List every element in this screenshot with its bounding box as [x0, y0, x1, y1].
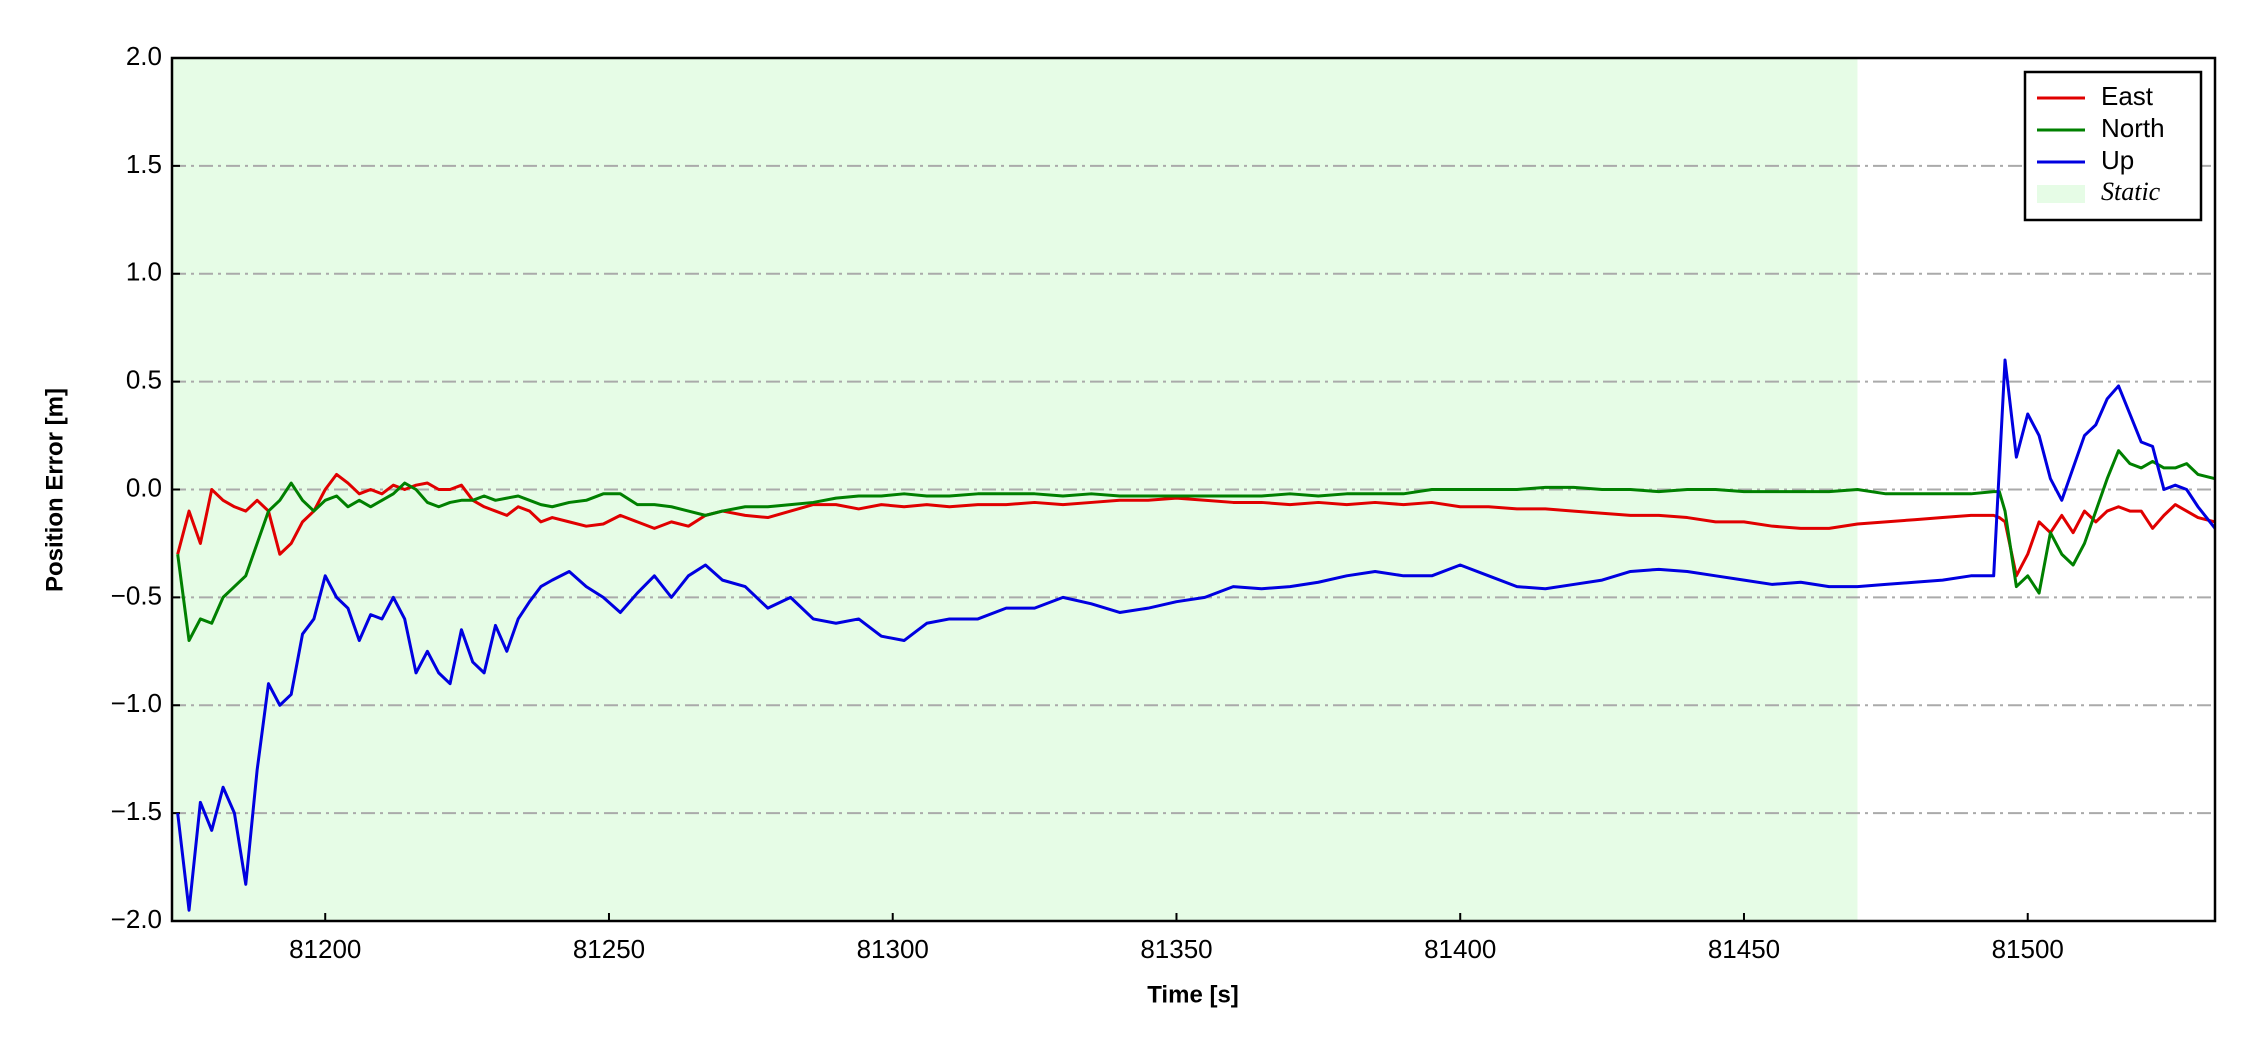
legend-label: Static — [2101, 177, 2161, 206]
legend-label: North — [2101, 113, 2165, 143]
y-tick-label: 0.0 — [126, 472, 162, 502]
plot-frame — [170, 56, 2217, 923]
x-tick-label: 81450 — [1708, 934, 1780, 964]
x-tick-label: 81200 — [289, 934, 361, 964]
y-tick-label: 1.0 — [126, 257, 162, 287]
y-tick-label: −1.0 — [111, 688, 162, 718]
y-tick-label: 2.0 — [126, 41, 162, 71]
y-axis-label: Position Error [m] — [41, 388, 68, 592]
plot-lines — [176, 358, 2215, 912]
data-line — [176, 449, 2215, 643]
legend-label: East — [2101, 81, 2154, 111]
data-line — [176, 472, 2215, 578]
x-tick-label: 81500 — [1992, 934, 2064, 964]
x-tick-label: 81300 — [857, 934, 929, 964]
y-tick-label: −0.5 — [111, 580, 162, 610]
y-tick-label: −1.5 — [111, 796, 162, 826]
y-tick-label: 0.5 — [126, 365, 162, 395]
x-tick-label: 81250 — [573, 934, 645, 964]
legend-label: Up — [2101, 145, 2134, 175]
legend-swatch — [2037, 185, 2085, 203]
y-tick-label: 1.5 — [126, 149, 162, 179]
y-tick-label: −2.0 — [111, 904, 162, 934]
x-tick-label: 81400 — [1424, 934, 1496, 964]
x-tick-label: 81350 — [1140, 934, 1212, 964]
x-axis-label: Time [s] — [1147, 981, 1239, 1008]
data-line — [176, 358, 2215, 912]
